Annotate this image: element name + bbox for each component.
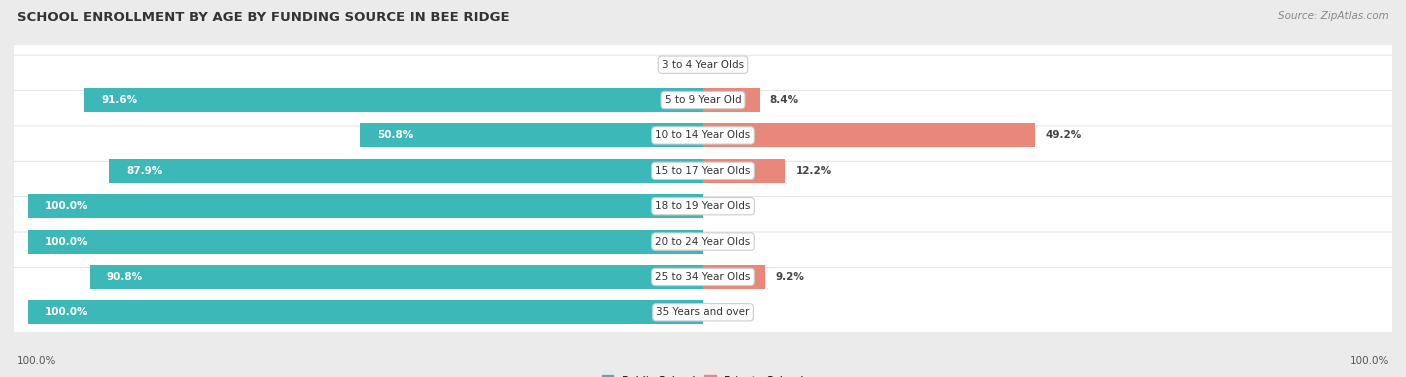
Text: 0.0%: 0.0%: [717, 60, 745, 70]
Bar: [703, 159, 786, 183]
FancyBboxPatch shape: [8, 20, 1398, 110]
Text: 5 to 9 Year Old: 5 to 9 Year Old: [665, 95, 741, 105]
Text: 12.2%: 12.2%: [796, 166, 832, 176]
Text: 0.0%: 0.0%: [717, 236, 745, 247]
Bar: [90, 265, 703, 289]
Text: Source: ZipAtlas.com: Source: ZipAtlas.com: [1278, 11, 1389, 21]
FancyBboxPatch shape: [8, 267, 1398, 357]
Text: 35 Years and over: 35 Years and over: [657, 307, 749, 317]
Text: 10 to 14 Year Olds: 10 to 14 Year Olds: [655, 130, 751, 141]
Bar: [703, 265, 765, 289]
Text: 8.4%: 8.4%: [770, 95, 799, 105]
Text: 100.0%: 100.0%: [45, 307, 89, 317]
Text: 87.9%: 87.9%: [127, 166, 163, 176]
Text: 18 to 19 Year Olds: 18 to 19 Year Olds: [655, 201, 751, 211]
Text: 0.0%: 0.0%: [717, 201, 745, 211]
Bar: [28, 194, 703, 218]
FancyBboxPatch shape: [8, 55, 1398, 145]
Text: 100.0%: 100.0%: [1350, 356, 1389, 366]
Text: 90.8%: 90.8%: [107, 272, 143, 282]
Text: 3 to 4 Year Olds: 3 to 4 Year Olds: [662, 60, 744, 70]
Text: 49.2%: 49.2%: [1046, 130, 1081, 141]
Text: 15 to 17 Year Olds: 15 to 17 Year Olds: [655, 166, 751, 176]
Text: 25 to 34 Year Olds: 25 to 34 Year Olds: [655, 272, 751, 282]
Text: 50.8%: 50.8%: [377, 130, 413, 141]
FancyBboxPatch shape: [8, 197, 1398, 287]
Text: 0.0%: 0.0%: [717, 307, 745, 317]
Bar: [110, 159, 703, 183]
Bar: [703, 88, 759, 112]
Bar: [28, 230, 703, 254]
FancyBboxPatch shape: [8, 126, 1398, 216]
Text: 20 to 24 Year Olds: 20 to 24 Year Olds: [655, 236, 751, 247]
Bar: [360, 123, 703, 147]
Text: 9.2%: 9.2%: [775, 272, 804, 282]
Legend: Public School, Private School: Public School, Private School: [599, 372, 807, 377]
FancyBboxPatch shape: [8, 90, 1398, 180]
Text: 100.0%: 100.0%: [17, 356, 56, 366]
Bar: [84, 88, 703, 112]
Text: SCHOOL ENROLLMENT BY AGE BY FUNDING SOURCE IN BEE RIDGE: SCHOOL ENROLLMENT BY AGE BY FUNDING SOUR…: [17, 11, 509, 24]
Text: 0.0%: 0.0%: [661, 60, 689, 70]
Bar: [703, 123, 1035, 147]
FancyBboxPatch shape: [8, 232, 1398, 322]
Text: 91.6%: 91.6%: [101, 95, 138, 105]
Bar: [28, 300, 703, 324]
Text: 100.0%: 100.0%: [45, 236, 89, 247]
Text: 100.0%: 100.0%: [45, 201, 89, 211]
FancyBboxPatch shape: [8, 161, 1398, 251]
